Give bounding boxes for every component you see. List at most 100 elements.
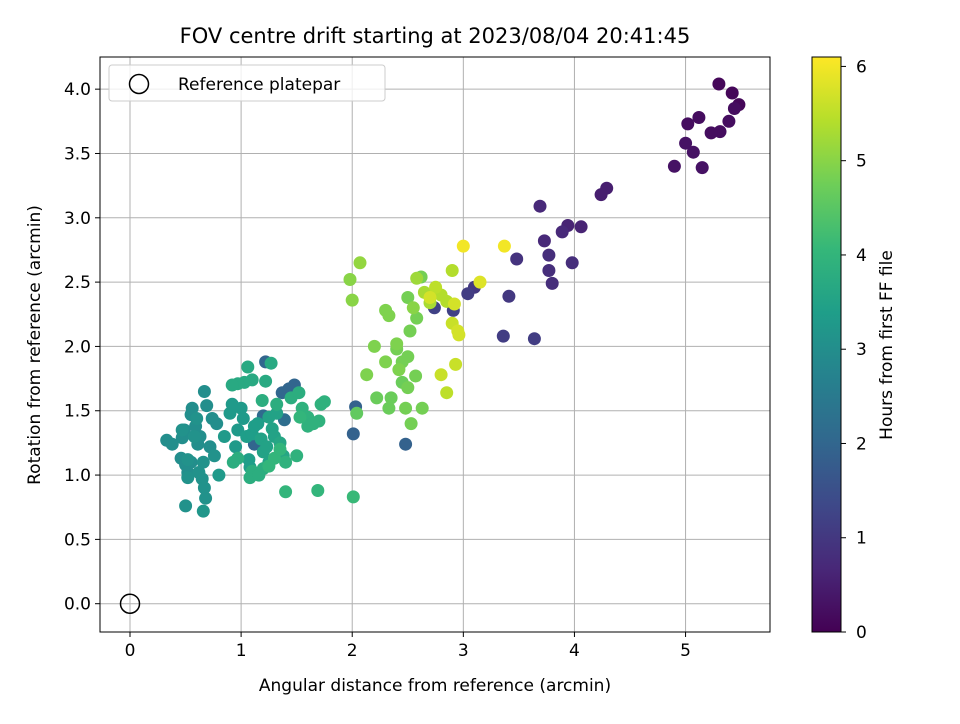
data-point [704,126,718,140]
data-point [345,293,359,307]
data-point [165,437,179,451]
data-point [311,484,325,497]
data-point [382,401,396,415]
legend-marker-reference [128,73,150,95]
data-point [555,225,569,239]
data-point [594,188,608,202]
data-point [346,427,360,441]
data-point [190,412,204,425]
grid [100,57,770,632]
y-tick-label: 2.0 [64,337,91,357]
data-point [533,199,547,213]
data-point [565,256,579,270]
data-point [197,385,211,398]
legend-entry-reference: Reference platepar [178,75,340,95]
data-point [392,363,406,377]
data-point [175,423,189,437]
data-point [456,239,470,253]
y-tick-label: 1.0 [64,466,91,486]
plot-frame [99,56,771,633]
colorbar-tick-label: 2 [856,434,867,454]
y-tick-label: 0.5 [64,530,91,550]
data-point [217,430,231,443]
data-point [473,275,487,289]
x-tick-label: 0 [125,641,136,661]
x-tick-label: 1 [236,641,247,661]
colorbar-tick-label: 3 [856,340,867,360]
legend: Reference platepar [108,64,386,102]
data-point [727,102,741,115]
data-point [251,417,265,431]
data-point [306,417,320,431]
data-point [317,395,331,409]
data-point [502,289,516,303]
data-point [196,504,210,518]
data-point [187,430,201,443]
data-point [259,374,273,388]
x-tick-label: 3 [458,641,469,661]
colorbar-tick-label: 6 [856,57,867,77]
y-tick-label: 0.0 [64,595,91,615]
x-tick-label: 5 [680,641,691,661]
data-point [210,417,224,431]
data-point [229,440,243,454]
data-point [401,291,415,304]
data-point [293,410,307,424]
data-point [403,324,417,338]
data-point [695,161,709,175]
colorbar-tick-label: 1 [856,529,867,549]
y-tick-label: 2.5 [64,273,91,293]
data-points [160,77,746,518]
colorbar-tick-label: 0 [856,623,867,643]
data-point [370,391,384,405]
data-point [279,455,293,469]
data-point [712,77,726,91]
colorbar-tick-label: 4 [856,246,867,266]
data-point [264,356,278,370]
data-point [679,136,693,150]
chart-title: FOV centre drift starting at 2023/08/04 … [180,24,691,48]
data-point [225,378,239,392]
data-point [290,449,304,463]
colorbar-ticks: 0 1 2 3 4 5 6 [841,57,867,643]
data-point [406,301,420,315]
data-point [429,280,443,294]
data-point [440,386,454,400]
data-point [434,368,448,382]
data-point [236,412,250,425]
data-point [207,449,221,463]
y-axis-ticks: 0.0 0.5 1.0 1.5 2.0 2.5 3.0 3.5 4.0 [64,80,100,615]
data-point [226,455,240,469]
data-point [415,401,429,415]
data-point [382,309,396,323]
data-point [527,332,541,346]
data-point [537,234,551,248]
colorbar-gradient [811,56,842,633]
y-tick-label: 1.5 [64,402,91,422]
y-tick-label: 4.0 [64,80,91,100]
data-point [496,329,510,343]
data-point [367,339,381,353]
data-point [722,114,736,128]
data-point [270,406,284,420]
data-point [241,360,255,374]
data-point [292,386,306,400]
data-point [681,117,695,131]
x-tick-label: 4 [569,641,580,661]
data-point [409,369,423,383]
data-point [179,499,193,513]
legend-box [108,64,386,102]
data-point [346,490,360,504]
data-point [279,485,293,499]
data-point [461,287,475,301]
data-point [545,276,559,290]
data-point [510,252,524,266]
data-point [353,256,367,270]
data-point [360,368,374,382]
data-point [725,86,739,100]
data-point [200,399,214,413]
data-point [212,468,226,482]
data-point [542,264,556,277]
data-point [447,297,461,311]
data-point [686,145,700,159]
